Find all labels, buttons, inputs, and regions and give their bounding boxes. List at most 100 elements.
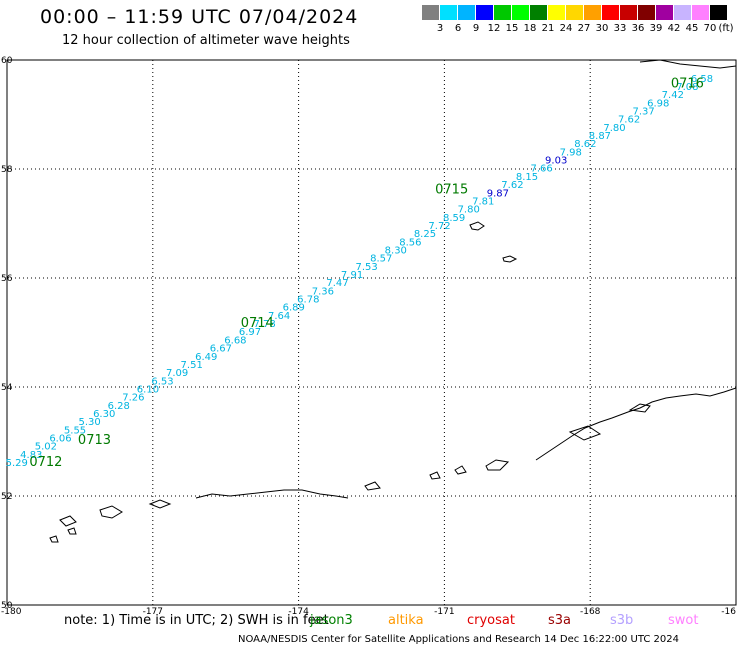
coastline-near-islands	[148, 499, 172, 509]
scale-swatch	[512, 5, 529, 20]
swh-value: 7.80	[603, 123, 625, 134]
swh-value: 9.87	[487, 188, 509, 199]
map-subtitle: 12 hour collection of altimeter wave hei…	[62, 33, 350, 48]
axis-labels: 60 58 56 54 52 50-180 -177 -174 -171 -168 -16	[1, 56, 736, 617]
scale-swatch	[656, 5, 673, 20]
swh-value: 6.78	[297, 295, 319, 306]
satellite-jason3: jason3	[310, 613, 353, 628]
satellite-s3b: s3b	[610, 613, 634, 628]
scale-label: 30	[595, 23, 609, 34]
scale-swatch	[494, 5, 511, 20]
date-label: 0713	[78, 433, 111, 448]
swh-value: 7.78	[253, 319, 275, 330]
coastline-unimak	[568, 425, 602, 441]
coastline-pribilof-1	[469, 221, 485, 231]
coastline-attu	[59, 515, 77, 527]
swh-value: 5.02	[35, 442, 57, 453]
swh-value: 7.64	[268, 311, 290, 322]
scale-label: 39	[649, 23, 663, 34]
date-label: 0715	[435, 183, 468, 198]
satellite-cryosat: cryosat	[467, 613, 515, 628]
swh-value: 4.83	[20, 450, 42, 461]
swh-value: 7.91	[341, 270, 363, 281]
satellite-altika: altika	[388, 613, 424, 628]
lon-label: -180	[1, 607, 22, 617]
lat-label: 54	[1, 383, 13, 393]
swh-value: 6.89	[283, 303, 305, 314]
coastline-aleutians-east-2	[628, 403, 651, 413]
coastline	[49, 59, 737, 543]
swh-value: 8.62	[574, 139, 596, 150]
lon-label: -16	[721, 607, 736, 617]
scale-label: 3	[436, 23, 444, 34]
coastline-island-b	[454, 465, 467, 475]
swh-value: 7.62	[501, 180, 523, 191]
scale-label: 6	[454, 23, 462, 34]
coastline-island-d	[364, 481, 381, 491]
swh-value: 5.29	[6, 458, 28, 469]
scale-label: 15	[505, 23, 519, 34]
coastline-andreanof	[195, 489, 349, 499]
swh-value: 7.62	[618, 115, 640, 126]
coastline-island-c	[429, 471, 441, 480]
scale-label: 36	[631, 23, 645, 34]
map-title: 00:00 – 11:59 UTC 07/04/2024	[40, 6, 359, 28]
swh-value: 8.56	[399, 237, 421, 248]
swh-value: 6.53	[151, 376, 173, 387]
swh-value: 7.98	[560, 147, 582, 158]
scale-label: 9	[472, 23, 480, 34]
date-labels: 0712 0713 0714 0715 0716	[29, 76, 704, 470]
scale-swatch	[692, 5, 709, 20]
scale-swatch	[476, 5, 493, 20]
scale-label: 18	[523, 23, 537, 34]
scale-label: 27	[577, 23, 591, 34]
swh-value: 6.58	[691, 74, 713, 85]
scale-label: 70	[703, 23, 717, 34]
swh-value: 6.68	[224, 335, 246, 346]
swh-value: 7.72	[428, 221, 450, 232]
lon-label: -174	[288, 607, 309, 617]
lon-label: -168	[580, 607, 601, 617]
satellite-swot: swot	[668, 613, 699, 628]
footer-note: note: 1) Time is in UTC; 2) SWH is in fe…	[64, 613, 329, 628]
footer-credit: NOAA/NESDIS Center for Satellite Applica…	[238, 634, 680, 645]
lon-label: -171	[434, 607, 454, 617]
scale-swatch	[602, 5, 619, 20]
swh-value: 6.06	[49, 434, 71, 445]
lat-label: 58	[1, 165, 13, 175]
swh-value: 7.37	[633, 107, 655, 118]
swh-track: 5.294.835.026.065.555.306.306.287.266.10…	[6, 74, 714, 469]
swh-value: 7.36	[312, 286, 334, 297]
satellite-s3a: s3a	[548, 613, 572, 628]
coastline-island-a	[485, 459, 510, 471]
scale-swatch	[566, 5, 583, 20]
scale-swatch	[638, 5, 655, 20]
coastline-rat-islands	[99, 505, 123, 519]
swh-value: 6.10	[137, 384, 159, 395]
swh-value: 8.30	[385, 245, 407, 256]
swh-value: 7.26	[122, 393, 144, 404]
scale-swatch	[422, 5, 439, 20]
swh-value: 7.08	[676, 82, 698, 93]
scale-swatch	[710, 5, 727, 20]
lat-label: 52	[1, 492, 12, 502]
scale-label: 21	[541, 23, 555, 34]
swh-value: 7.53	[356, 262, 378, 273]
swh-value: 5.55	[64, 425, 86, 436]
map-frame	[6, 59, 737, 606]
lat-label: 56	[1, 274, 13, 284]
swh-value: 7.42	[662, 90, 684, 101]
scale-swatch	[530, 5, 547, 20]
swh-value: 5.30	[78, 417, 100, 428]
scale-swatch	[584, 5, 601, 20]
scale-label: 42	[667, 23, 681, 34]
scale-label: 12	[487, 23, 501, 34]
swh-value: 8.87	[589, 131, 611, 142]
scale-label: 45	[685, 23, 699, 34]
swh-value: 7.81	[472, 196, 494, 207]
swh-value: 8.25	[414, 229, 436, 240]
map-grid	[6, 59, 737, 606]
date-label: 0716	[671, 76, 704, 91]
swh-value: 7.66	[530, 164, 552, 175]
scale-swatch	[674, 5, 691, 20]
